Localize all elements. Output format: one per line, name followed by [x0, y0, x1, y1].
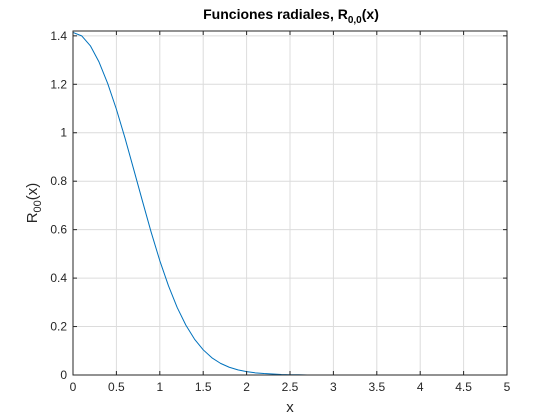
y-tick-label: 1.4 — [50, 29, 67, 43]
y-tick-label: 0.4 — [50, 271, 67, 285]
tick-marks — [72, 31, 508, 376]
x-tick-label: 3.5 — [368, 380, 385, 394]
x-tick-label: 2.5 — [282, 380, 299, 394]
x-tick-label: 4 — [417, 380, 424, 394]
x-tick-label: 5 — [504, 380, 511, 394]
y-tick-label: 0 — [60, 368, 67, 382]
y-tick-labels: 0 0.2 0.4 0.6 0.8 1 1.2 1.4 — [50, 29, 67, 382]
y-tick-label: 0.8 — [50, 174, 67, 188]
y-tick-label: 0.6 — [50, 223, 67, 237]
y-tick-label: 1 — [60, 126, 67, 140]
x-tick-labels: 0 0.5 1 1.5 2 2.5 3 3.5 4 4.5 5 — [70, 380, 511, 394]
x-tick-label: 3 — [330, 380, 337, 394]
x-tick-label: 2 — [243, 380, 250, 394]
y-axis-label: R00(x) — [24, 183, 44, 224]
x-axis-label: x — [286, 399, 294, 416]
x-tick-label: 4.5 — [455, 380, 472, 394]
x-tick-label: 1.5 — [195, 380, 212, 394]
chart-title: Funciones radiales, R0,0(x) — [203, 6, 379, 26]
y-tick-label: 0.2 — [50, 320, 67, 334]
y-tick-label: 1.2 — [50, 77, 67, 91]
x-tick-label: 0.5 — [108, 380, 125, 394]
x-tick-label: 0 — [70, 380, 77, 394]
x-tick-label: 1 — [156, 380, 163, 394]
